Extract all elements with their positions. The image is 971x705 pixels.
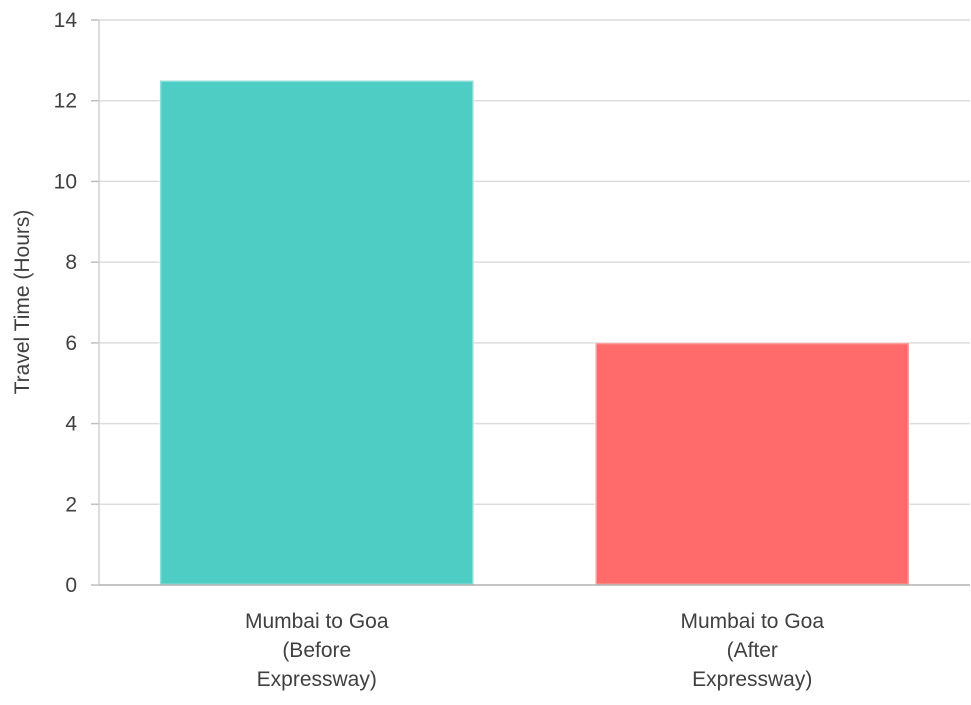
x-category-label-line: (After [727, 639, 778, 662]
x-category-label-line: Mumbai to Goa [680, 610, 824, 633]
x-category-labels: Mumbai to Goa (Before Expressway)Mumbai to… [245, 610, 824, 691]
x-category-label-line: Expressway) [692, 668, 812, 691]
y-tick-label: 4 [65, 413, 77, 436]
y-tick-label: 2 [65, 493, 77, 516]
y-tick-labels: 0 2 4 6 8 10 12 14 [54, 9, 78, 597]
bar [593, 341, 911, 587]
y-tick-label: 0 [65, 574, 77, 597]
x-category-label-line: Expressway) [257, 668, 377, 691]
y-tick-label: 14 [54, 9, 78, 32]
x-category-label: Mumbai to Goa (After Expressway) [680, 610, 824, 691]
y-axis-title: Travel Time (Hours) [11, 210, 34, 395]
y-tick-label: 8 [65, 251, 77, 274]
x-category-label: Mumbai to Goa (Before Expressway) [245, 610, 389, 691]
y-tick-label: 6 [65, 332, 77, 355]
y-tick-label: 12 [54, 90, 77, 113]
x-category-label-line: (Before [282, 639, 351, 662]
axes [91, 19, 970, 586]
bars [158, 79, 911, 587]
x-category-label-line: Mumbai to Goa [245, 610, 389, 633]
y-tick-label: 10 [54, 170, 77, 193]
bar [158, 79, 476, 587]
